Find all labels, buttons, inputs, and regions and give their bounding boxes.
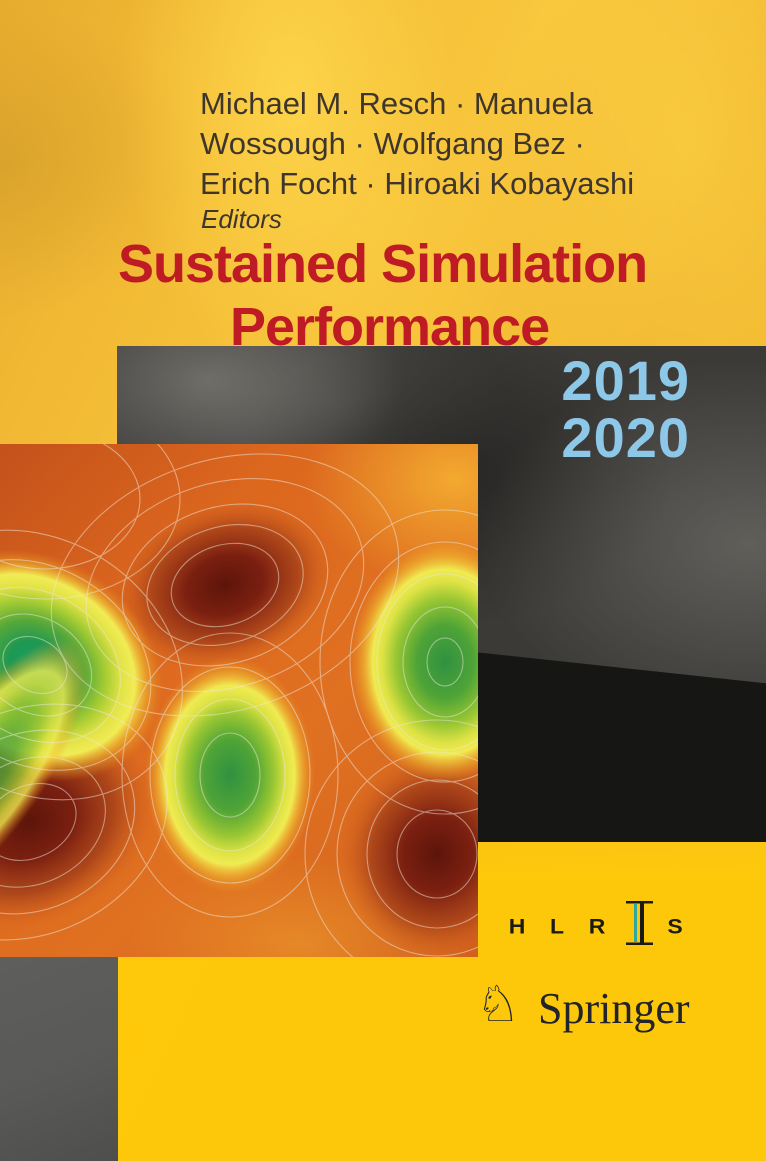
- title-line-1: Sustained Simulation: [118, 234, 648, 294]
- contour-plot-svg: [0, 369, 605, 1034]
- contour-plot-image: [0, 369, 605, 1034]
- authors-line: Erich Focht · Hiroaki Kobayashi: [200, 166, 635, 201]
- springer-knight-horse-icon: ♘: [475, 975, 521, 1033]
- year-2019: 2019: [561, 349, 690, 412]
- authors-line: Wossough · Wolfgang Bez ·: [200, 126, 585, 161]
- gray-bottom-column: [0, 957, 118, 1161]
- springer-wordmark: Springer: [538, 984, 690, 1033]
- book-title: Sustained Simulation Performance: [118, 233, 648, 359]
- hlrs-logo: H L R S: [505, 900, 687, 952]
- authors-block: Michael M. Resch · Manuela Wossough · Wo…: [200, 84, 634, 204]
- hlrs-letter-h: H: [508, 913, 526, 938]
- editors-label: Editors: [201, 204, 282, 234]
- edition-years: 2019 2020: [561, 352, 690, 466]
- hlrs-letter-l: L: [549, 913, 565, 938]
- authors-line: Michael M. Resch · Manuela: [200, 86, 593, 121]
- title-line-2: Performance: [230, 297, 550, 357]
- hlrs-ibeam-column-icon: [625, 900, 655, 952]
- hlrs-letter-r: R: [588, 913, 606, 938]
- year-2020: 2020: [561, 406, 690, 469]
- springer-logo: ♘ Springer: [472, 975, 690, 1033]
- hlrs-letter-s: S: [667, 913, 683, 938]
